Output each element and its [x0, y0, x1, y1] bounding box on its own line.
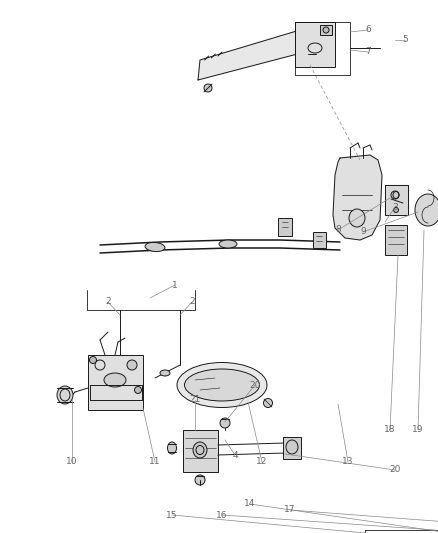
Ellipse shape: [104, 373, 126, 387]
Text: 11: 11: [149, 457, 161, 466]
Bar: [295, 22, 335, 67]
Text: 9: 9: [360, 228, 366, 237]
Text: 3: 3: [392, 203, 398, 212]
Ellipse shape: [145, 243, 165, 252]
Ellipse shape: [204, 84, 212, 92]
Ellipse shape: [393, 207, 399, 213]
Text: 5: 5: [402, 36, 408, 44]
Bar: [320, 25, 332, 35]
Ellipse shape: [177, 362, 267, 408]
Text: 2: 2: [189, 297, 195, 306]
Text: 7: 7: [365, 47, 371, 56]
Text: 2: 2: [105, 297, 111, 306]
Bar: [183, 430, 218, 472]
Polygon shape: [90, 385, 142, 400]
Ellipse shape: [349, 209, 365, 227]
Text: 10: 10: [66, 457, 78, 466]
Text: 20: 20: [249, 381, 261, 390]
Text: 1: 1: [172, 280, 178, 289]
Text: 19: 19: [412, 425, 424, 434]
Ellipse shape: [286, 440, 298, 454]
Ellipse shape: [167, 442, 177, 454]
Ellipse shape: [57, 386, 73, 404]
Ellipse shape: [184, 369, 259, 401]
Text: 14: 14: [244, 499, 256, 508]
Ellipse shape: [391, 191, 399, 199]
Polygon shape: [333, 155, 382, 240]
Text: 4: 4: [232, 450, 238, 459]
Ellipse shape: [160, 370, 170, 376]
Bar: [313, 232, 326, 248]
Ellipse shape: [219, 240, 237, 248]
Text: 17: 17: [284, 505, 296, 514]
Text: 13: 13: [342, 457, 354, 466]
Ellipse shape: [127, 360, 137, 370]
Polygon shape: [385, 185, 408, 215]
Bar: [283, 437, 301, 459]
Bar: [88, 355, 143, 410]
Text: 6: 6: [365, 26, 371, 35]
Ellipse shape: [115, 372, 125, 378]
Ellipse shape: [220, 418, 230, 428]
Text: 12: 12: [256, 457, 268, 466]
Ellipse shape: [415, 194, 438, 226]
Ellipse shape: [193, 442, 207, 458]
Ellipse shape: [195, 475, 205, 485]
Text: 20: 20: [389, 465, 401, 474]
Polygon shape: [198, 30, 305, 80]
Text: 15: 15: [166, 511, 178, 520]
Text: 16: 16: [216, 511, 228, 520]
Text: 21: 21: [189, 395, 201, 405]
Ellipse shape: [323, 27, 329, 33]
Ellipse shape: [89, 357, 96, 364]
Bar: [385, 225, 407, 255]
Ellipse shape: [264, 399, 272, 408]
Text: 18: 18: [384, 425, 396, 434]
Ellipse shape: [134, 386, 141, 393]
Bar: [278, 218, 292, 236]
Text: 8: 8: [335, 225, 341, 235]
